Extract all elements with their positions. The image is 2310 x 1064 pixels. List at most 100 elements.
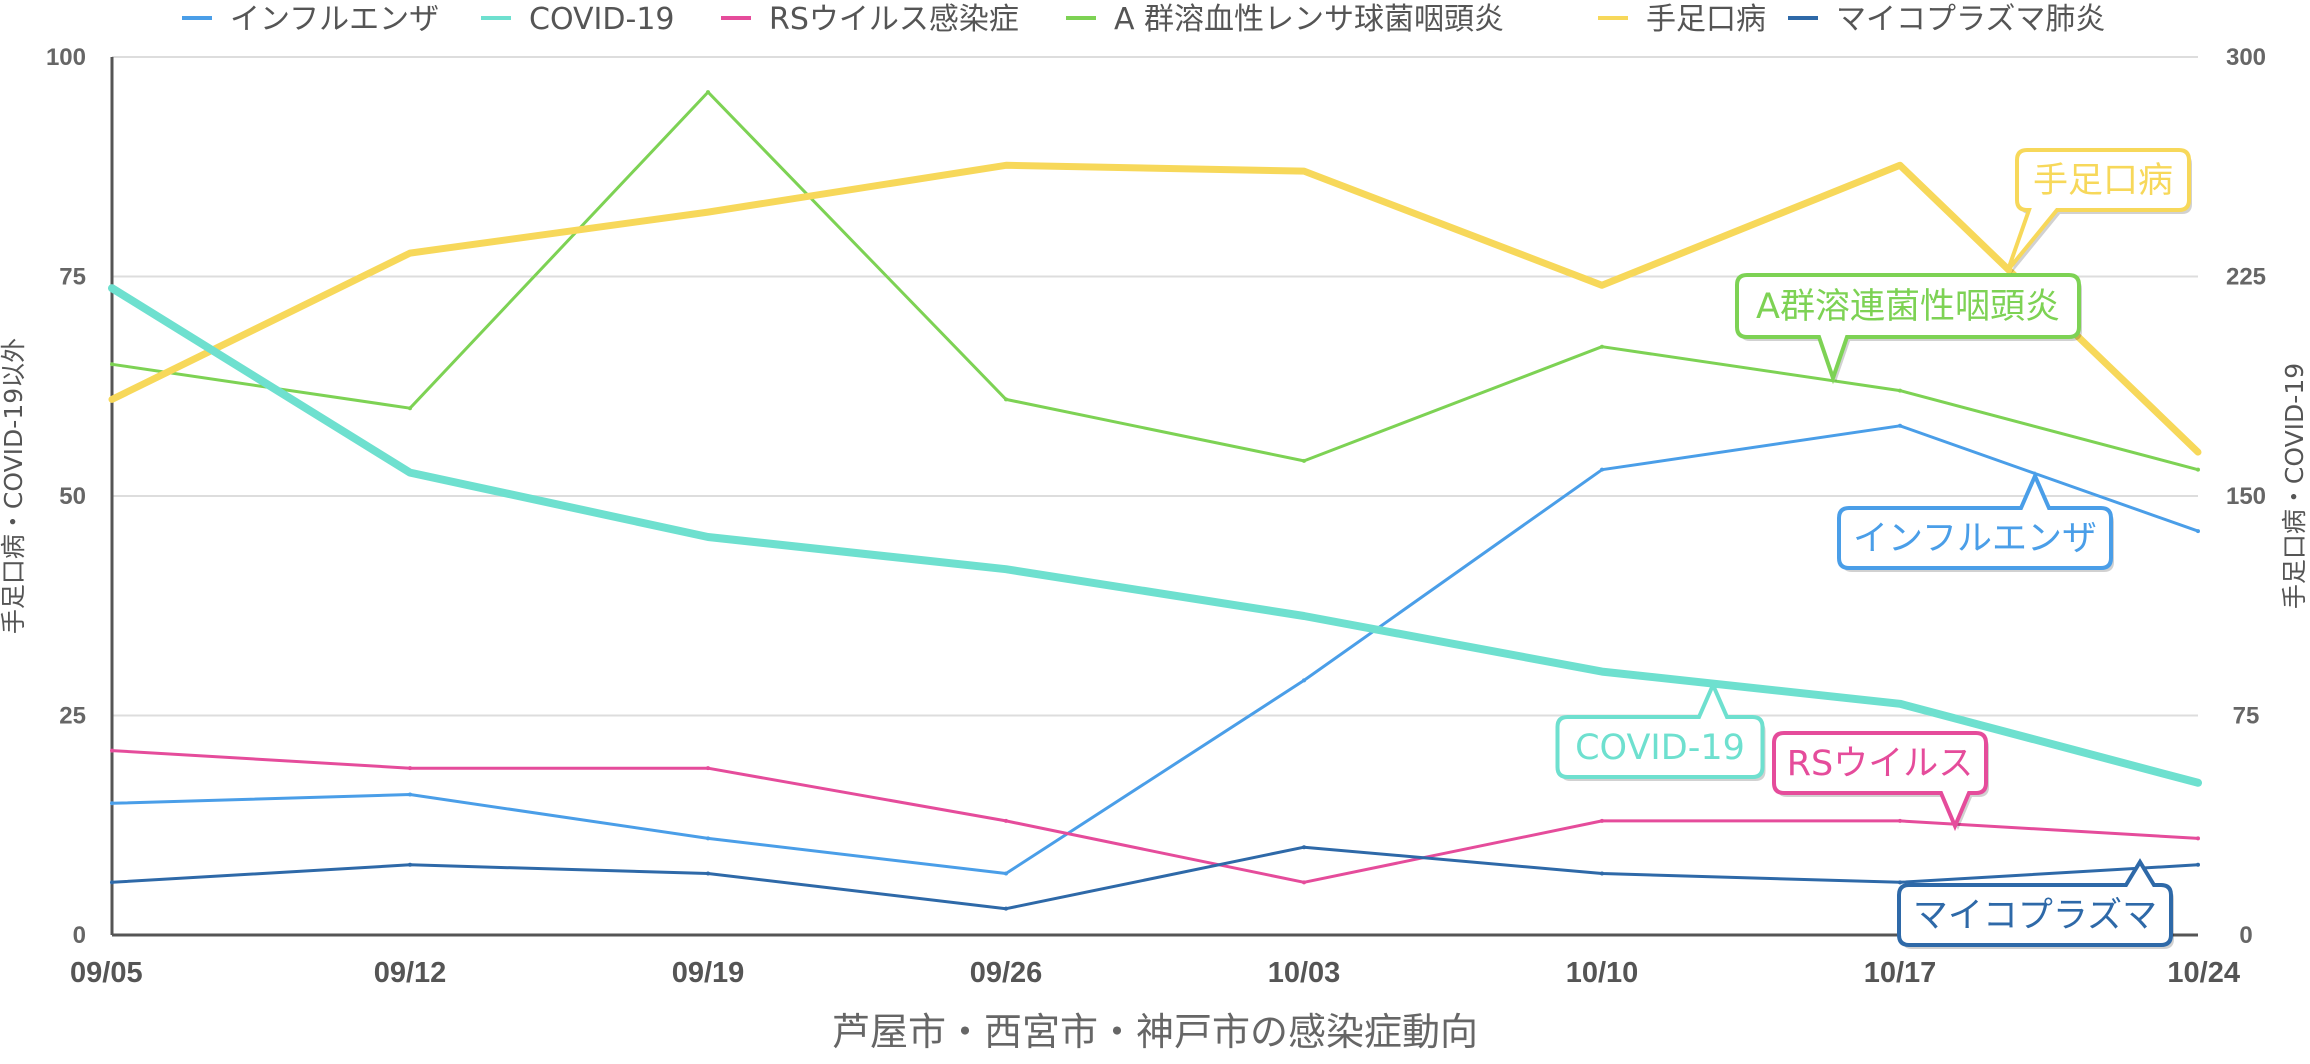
data-point <box>2195 779 2201 786</box>
data-point <box>1004 397 1008 402</box>
callout-label: 手足口病 <box>2006 148 2192 274</box>
callout-bubble <box>1772 731 1988 832</box>
callout-label: A群溶連菌性咽頭炎 <box>1735 273 2082 385</box>
data-point <box>1898 388 1902 393</box>
callout-text: COVID-19 <box>1575 728 1745 768</box>
callout-label: マイコプラズマ <box>1897 858 2174 949</box>
data-point <box>408 766 412 771</box>
data-point <box>110 880 114 885</box>
x-tick-label: 09/05 <box>70 957 143 989</box>
data-point <box>1600 344 1604 349</box>
data-point <box>706 836 710 841</box>
data-point <box>408 862 412 867</box>
data-point <box>2195 449 2201 456</box>
grid-layer <box>112 56 2198 717</box>
data-point <box>1897 162 1903 169</box>
data-point <box>2196 529 2200 534</box>
legend-label: A 群溶血性レンサ球菌咽頭炎 <box>1114 2 1504 37</box>
data-point <box>2196 467 2200 472</box>
data-point <box>109 285 115 292</box>
data-point <box>1898 880 1902 885</box>
data-point <box>1600 871 1604 876</box>
data-point <box>1302 845 1306 850</box>
y-left-tick-label: 0 <box>73 922 86 949</box>
data-point <box>1004 818 1008 823</box>
data-point <box>1302 458 1306 463</box>
data-point <box>1301 168 1307 175</box>
data-point <box>1897 700 1903 707</box>
callout-text: マイコプラズマ <box>1913 896 2157 936</box>
data-point <box>1003 566 1009 573</box>
series-line <box>110 90 2200 472</box>
legend-label: RSウイルス感染症 <box>769 2 1019 37</box>
data-point <box>407 469 413 476</box>
legend-label: 手足口病 <box>1646 2 1766 37</box>
y-left-tick-label: 100 <box>46 44 86 71</box>
series-layer <box>108 90 2202 911</box>
legend-item: COVID-19 <box>481 2 675 37</box>
data-point <box>706 90 710 95</box>
callout-text: RSウイルス <box>1787 744 1974 784</box>
data-point <box>408 406 412 411</box>
callout-text: 手足口病 <box>2033 161 2173 201</box>
y-right-tick-label: 225 <box>2226 264 2266 291</box>
data-point <box>1004 871 1008 876</box>
data-point <box>110 362 114 367</box>
x-tick-label: 10/24 <box>2167 957 2240 989</box>
data-point <box>1600 467 1604 472</box>
data-point <box>705 209 711 216</box>
y-left-tick-label: 75 <box>59 264 86 291</box>
callout-layer: インフルエンザ COVID-19 RSウイルス A群溶連菌性咽頭炎 手足口病マイコプラズ… <box>1555 148 2192 949</box>
data-point <box>110 801 114 806</box>
legend-item: インフルエンザ <box>182 2 439 37</box>
x-tick-label: 09/19 <box>672 957 745 989</box>
data-point <box>1600 818 1604 823</box>
x-tick-label: 09/12 <box>374 957 447 989</box>
y-axis-right-title: 手足口病・COVID-19 <box>2280 363 2309 609</box>
callout-bubble <box>1735 273 2081 385</box>
legend-label: マイコプラズマ肺炎 <box>1836 2 2105 37</box>
legend-item: RSウイルス感染症 <box>721 2 1019 37</box>
series-line <box>108 161 2202 456</box>
data-point <box>1003 162 1009 169</box>
x-tick-label: 09/26 <box>970 957 1043 989</box>
legend-layer: インフルエンザ COVID-19 RSウイルス感染症 A 群溶血性レンサ球菌咽頭炎 手足… <box>182 2 2105 37</box>
legend-label: インフルエンザ <box>230 2 439 37</box>
chart-title: 芦屋市・西宮市・神戸市の感染症動向 <box>832 1010 1478 1054</box>
legend-item: マイコプラズマ肺炎 <box>1788 2 2105 37</box>
data-point <box>110 748 114 753</box>
data-point <box>2196 836 2200 841</box>
data-point <box>1004 906 1008 911</box>
series-line <box>108 284 2202 787</box>
data-point <box>109 396 115 403</box>
callout-bubble <box>2006 148 2191 272</box>
callout-bubble <box>1555 680 1765 779</box>
x-tick-label: 10/10 <box>1566 957 1639 989</box>
x-tick-label: 10/03 <box>1268 957 1341 989</box>
data-point <box>705 533 711 540</box>
data-point <box>1302 678 1306 683</box>
data-point <box>407 250 413 257</box>
data-point <box>1302 880 1306 885</box>
y-right-tick-label: 0 <box>2239 922 2252 949</box>
x-tick-label: 10/17 <box>1864 957 1937 989</box>
callout-bubble <box>1897 858 2173 947</box>
data-point <box>1898 423 1902 428</box>
y-right-tick-label: 300 <box>2226 44 2266 71</box>
data-point <box>1599 282 1605 289</box>
legend-label: COVID-19 <box>529 2 675 37</box>
legend-item: A 群溶血性レンサ球菌咽頭炎 <box>1066 2 1504 37</box>
series-line <box>110 424 2200 875</box>
callout-label: COVID-19 <box>1555 680 1766 781</box>
series-line <box>110 749 2200 884</box>
data-point <box>1599 668 1605 675</box>
data-point <box>706 871 710 876</box>
data-point <box>408 792 412 797</box>
legend-item: 手足口病 <box>1598 2 1766 37</box>
data-point <box>706 766 710 771</box>
callout-label: RSウイルス <box>1772 731 1989 832</box>
data-point <box>2196 862 2200 867</box>
axis-layer: 0 0 25 75 50 150 75 225 100 300 09/05 09/12 09/19 09/… <box>46 44 2266 989</box>
